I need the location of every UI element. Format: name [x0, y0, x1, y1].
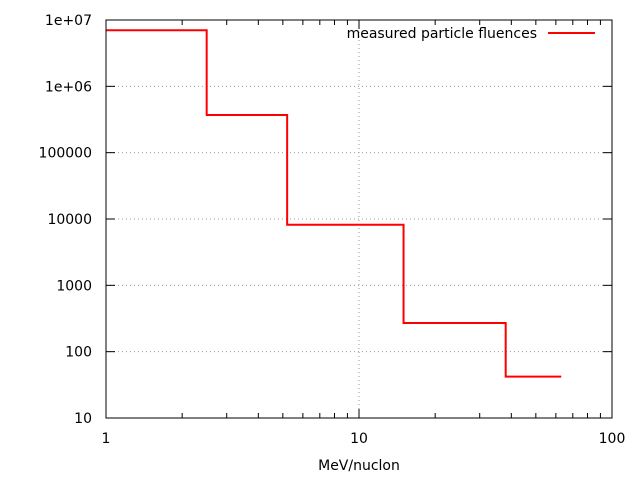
x-tick-labels: 1 10 100 [102, 431, 626, 447]
series-line-measured-particle-fluences [106, 29, 562, 378]
y-tick-label: 1000 [56, 278, 92, 294]
y-tick-label: 10 [74, 411, 92, 427]
y-tick-label: 10000 [47, 212, 92, 228]
legend: measured particle fluences [347, 26, 595, 42]
y-tick-label: 100 [65, 345, 92, 361]
y-tick-label: 100000 [39, 146, 92, 162]
x-tick-label: 10 [350, 431, 368, 447]
x-tick-label: 100 [599, 431, 626, 447]
x-axis-title: MeV/nuclon [318, 458, 400, 474]
y-tick-labels: 10 100 1000 10000 100000 1e+06 1e+07 [39, 13, 93, 427]
legend-label: measured particle fluences [347, 26, 537, 42]
x-tick-label: 1 [102, 431, 111, 447]
series-group [106, 29, 562, 378]
grid-lines [106, 20, 612, 418]
minor-ticks [181, 20, 601, 418]
major-ticks [105, 19, 613, 419]
y-tick-label: 1e+07 [45, 13, 92, 29]
y-tick-label: 1e+06 [45, 79, 92, 95]
